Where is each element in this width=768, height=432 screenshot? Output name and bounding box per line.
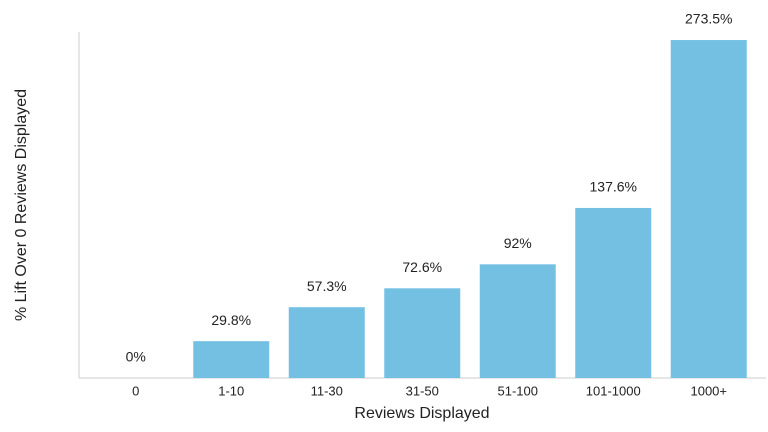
x-tick-label: 1-10 (218, 383, 244, 398)
x-axis-title: Reviews Displayed (354, 405, 489, 422)
data-label: 72.6% (402, 259, 442, 275)
data-label: 92% (504, 235, 532, 251)
bar (575, 207, 652, 378)
bar (288, 307, 365, 378)
x-tick-label: 1000+ (690, 383, 727, 398)
data-label: 137.6% (590, 179, 637, 195)
bar (670, 40, 747, 379)
x-tick-label: 11-30 (311, 383, 343, 398)
y-axis-title: % Lift Over 0 Reviews Displayed (13, 89, 30, 321)
data-label: 0% (126, 349, 146, 365)
data-label: 273.5% (685, 11, 732, 27)
bar (384, 288, 461, 378)
data-label: 29.8% (211, 312, 251, 328)
bar (193, 341, 270, 378)
x-tick-label: 51-100 (498, 383, 538, 398)
x-tick-label: 31-50 (406, 383, 439, 398)
x-tick-label: 101-1000 (586, 383, 641, 398)
data-label: 57.3% (307, 278, 347, 294)
bar (479, 264, 556, 378)
x-tick-label: 0 (132, 383, 139, 398)
